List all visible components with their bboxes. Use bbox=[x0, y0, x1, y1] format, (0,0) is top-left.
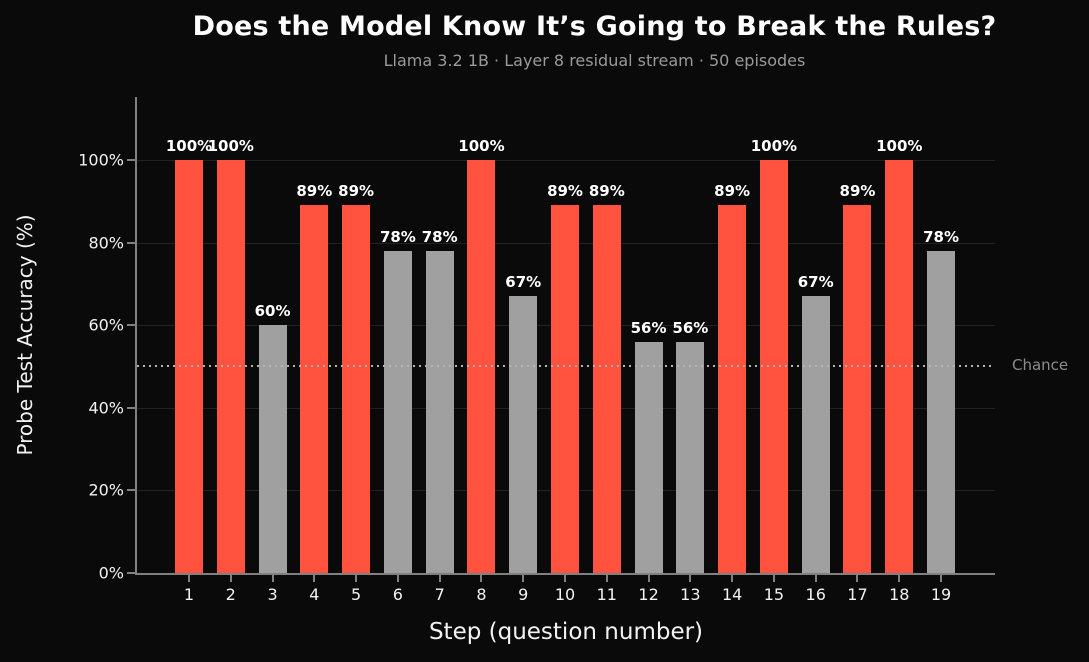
x-tick-mark bbox=[605, 575, 608, 582]
x-tick-mark bbox=[898, 575, 901, 582]
x-tick-label: 12 bbox=[638, 585, 659, 604]
x-tick-label: 9 bbox=[518, 585, 529, 604]
bar bbox=[634, 341, 663, 573]
bar-value-label: 89% bbox=[296, 182, 333, 201]
y-axis-spine bbox=[135, 97, 137, 575]
x-tick-label: 19 bbox=[930, 585, 952, 604]
x-tick-label: 14 bbox=[721, 585, 743, 604]
bar bbox=[342, 205, 371, 573]
bar-value-label: 100% bbox=[876, 137, 923, 155]
x-tick-mark bbox=[856, 575, 859, 582]
y-tick-mark bbox=[127, 489, 135, 492]
chart-subtitle: Llama 3.2 1B · Layer 8 residual stream ·… bbox=[383, 51, 806, 70]
y-axis-label: Probe Test Accuracy (%) bbox=[13, 214, 37, 456]
y-tick-label: 20% bbox=[88, 480, 124, 500]
x-tick-label: 8 bbox=[476, 585, 487, 604]
bar-value-label: 89% bbox=[547, 182, 583, 201]
chance-label: Chance bbox=[1012, 356, 1069, 374]
y-tick-label: 100% bbox=[78, 150, 124, 170]
chance-reference-line bbox=[137, 365, 995, 367]
y-tick-mark bbox=[127, 241, 135, 244]
x-tick-label: 11 bbox=[596, 585, 617, 604]
bar-value-label: 100% bbox=[207, 137, 254, 155]
x-tick-label: 2 bbox=[225, 585, 236, 604]
y-tick-label: 0% bbox=[98, 563, 124, 583]
x-tick-label: 7 bbox=[434, 585, 445, 604]
bar-value-label: 89% bbox=[338, 182, 375, 201]
bar-value-label: 100% bbox=[165, 137, 213, 155]
bar-value-label: 56% bbox=[672, 318, 709, 337]
y-tick-mark bbox=[127, 406, 135, 409]
x-tick-label: 13 bbox=[680, 585, 701, 604]
x-tick-mark bbox=[396, 575, 399, 582]
y-tick-mark bbox=[127, 572, 135, 574]
x-tick-mark bbox=[772, 575, 775, 582]
x-tick-mark bbox=[731, 575, 734, 582]
x-tick-mark bbox=[647, 575, 650, 582]
bar-value-label: 78% bbox=[379, 227, 416, 246]
bar-value-label: 67% bbox=[797, 273, 834, 292]
y-tick-label: 40% bbox=[88, 398, 124, 418]
x-tick-label: 15 bbox=[763, 585, 785, 604]
x-tick-mark bbox=[814, 575, 817, 582]
x-axis-label: Step (question number) bbox=[428, 619, 704, 645]
bar-value-label: 67% bbox=[505, 273, 542, 292]
bar-value-label: 78% bbox=[923, 227, 959, 246]
x-tick-mark bbox=[271, 575, 274, 582]
x-tick-label: 1 bbox=[183, 585, 195, 604]
x-tick-mark bbox=[480, 575, 483, 582]
bar bbox=[300, 205, 329, 573]
x-tick-mark bbox=[564, 575, 567, 582]
x-tick-mark bbox=[438, 575, 441, 582]
bar-value-label: 78% bbox=[421, 227, 458, 246]
x-tick-mark bbox=[188, 575, 190, 582]
x-tick-mark bbox=[355, 575, 358, 582]
bar bbox=[801, 296, 830, 573]
bar bbox=[383, 250, 412, 573]
x-tick-label: 3 bbox=[267, 585, 278, 604]
bar bbox=[592, 205, 621, 573]
x-tick-mark bbox=[522, 575, 525, 582]
plot-area: Chance 0% 20% 40% 60% 80% 100% 100% 1 100% 2 60% 3 8… bbox=[78, 97, 1068, 604]
bar-value-label: 100% bbox=[750, 137, 798, 155]
bar-value-label: 89% bbox=[839, 182, 876, 201]
y-tick-label: 60% bbox=[88, 315, 124, 335]
bar bbox=[676, 341, 705, 573]
bar-value-label: 60% bbox=[254, 302, 291, 321]
bar bbox=[509, 296, 538, 573]
y-tick-mark bbox=[127, 159, 135, 161]
chart-header: Does the Model Know It’s Going to Break … bbox=[100, 11, 1089, 70]
x-axis-spine bbox=[135, 573, 995, 575]
bar bbox=[927, 250, 956, 573]
x-tick-mark bbox=[940, 575, 943, 582]
x-tick-label: 10 bbox=[554, 585, 576, 604]
x-tick-label: 4 bbox=[309, 585, 320, 604]
bar bbox=[551, 205, 580, 573]
chart-title: Does the Model Know It’s Going to Break … bbox=[192, 11, 997, 42]
x-tick-label: 18 bbox=[889, 585, 910, 604]
bar-value-label: 100% bbox=[458, 137, 505, 155]
x-tick-mark bbox=[229, 575, 232, 582]
bar bbox=[425, 250, 454, 573]
bar-value-label: 56% bbox=[630, 318, 667, 337]
gridline bbox=[137, 160, 995, 161]
bar-value-label: 89% bbox=[588, 182, 625, 201]
bar bbox=[258, 325, 287, 573]
x-tick-label: 17 bbox=[847, 585, 868, 604]
bar-value-label: 89% bbox=[714, 182, 751, 201]
bar bbox=[718, 205, 747, 573]
x-tick-mark bbox=[689, 575, 692, 582]
y-tick-label: 80% bbox=[88, 233, 124, 253]
bar bbox=[843, 205, 872, 573]
x-tick-label: 5 bbox=[351, 585, 362, 604]
x-tick-label: 16 bbox=[805, 585, 826, 604]
x-tick-label: 6 bbox=[392, 585, 403, 604]
x-tick-mark bbox=[313, 575, 316, 582]
y-tick-mark bbox=[127, 324, 135, 327]
